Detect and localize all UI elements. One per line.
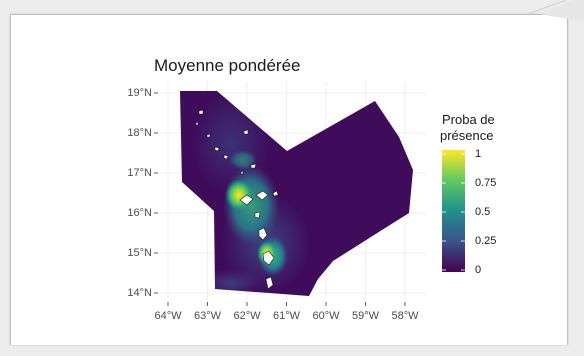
legend-label-075: 0.75 (475, 177, 496, 189)
y-tick-label-16n: 16°N (127, 207, 152, 219)
legend-label-1: 1 (475, 148, 481, 160)
island-barbuda (243, 129, 249, 135)
island-antigua (250, 163, 257, 169)
island-grande-terre (255, 190, 269, 201)
x-tick-label-61w: 61°W (273, 310, 301, 322)
island-saint-lucia (265, 276, 274, 290)
figure-card: Moyenne pondérée (10, 14, 568, 345)
island-desirade (272, 190, 279, 197)
raster-hotspot-guadeloupe (225, 179, 253, 211)
land-polygons (195, 109, 279, 290)
x-tick-label-64w: 64°W (154, 310, 182, 322)
legend-title-line2: présence (440, 128, 493, 143)
island-saint-kitts (214, 146, 220, 152)
legend-label-025: 0.25 (475, 235, 496, 247)
legend-colorbar (442, 150, 465, 272)
island-saint-barth (206, 133, 211, 138)
x-tick-label-59w: 59°W (352, 310, 380, 322)
y-tick-label-18n: 18°N (127, 127, 152, 139)
island-martinique (262, 250, 275, 266)
island-dominica (258, 227, 268, 241)
y-tick-label-15n: 15°N (127, 247, 152, 259)
legend-label-05: 0.5 (475, 206, 490, 218)
x-tick-label-62w: 62°W (233, 310, 261, 322)
legend-title-line1: Proba de (442, 112, 495, 127)
island-saba (195, 121, 199, 126)
color-legend: Proba de présence 1 0.75 0.5 0.25 0 (440, 112, 496, 276)
island-montserrat (240, 170, 244, 175)
legend-tick-marks (442, 153, 465, 271)
map-figure: Moyenne pondérée (127, 56, 496, 322)
axis-ticks (154, 92, 406, 306)
legend-label-0: 0 (475, 264, 481, 276)
x-tick-label-60w: 60°W (312, 310, 340, 322)
x-tick-label-63w: 63°W (194, 310, 222, 322)
figure-title: Moyenne pondérée (154, 56, 301, 75)
x-tick-label-58w: 58°W (391, 310, 419, 322)
island-marie-galante (254, 211, 261, 219)
island-nevis (223, 154, 229, 160)
island-basse-terre (239, 194, 254, 206)
island-saint-martin (198, 109, 204, 115)
y-tick-label-14n: 14°N (127, 287, 152, 299)
raster-zone-antigua (229, 150, 257, 170)
y-tick-label-17n: 17°N (127, 167, 152, 179)
y-tick-label-19n: 19°N (127, 87, 152, 99)
